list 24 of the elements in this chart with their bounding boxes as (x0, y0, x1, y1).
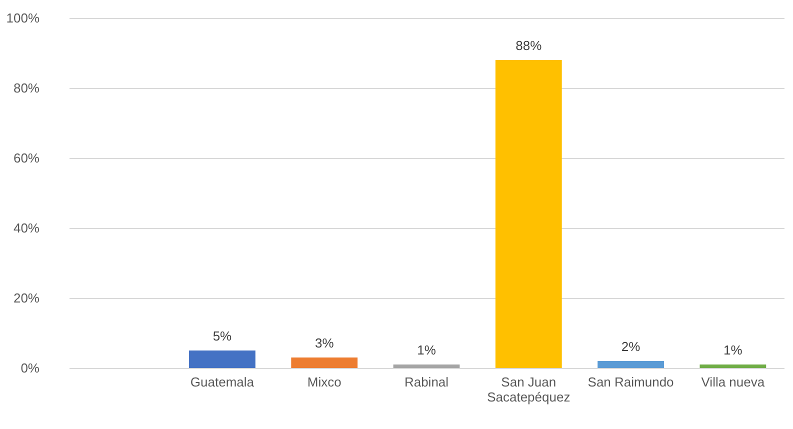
y-tick-label: 80% (13, 80, 40, 96)
y-tick-label: 60% (13, 150, 40, 166)
bar (700, 364, 766, 368)
data-label: 1% (724, 342, 743, 358)
y-tick-label: 100% (6, 10, 40, 26)
bar (393, 364, 460, 368)
bar (598, 361, 664, 368)
x-tick-label: Guatemala (190, 374, 255, 390)
x-tick-label: Mixco (307, 374, 342, 390)
data-label: 2% (621, 339, 641, 354)
x-tick-label: Villa nueva (701, 374, 766, 390)
bar (291, 358, 358, 368)
data-label: 88% (516, 38, 542, 53)
bar (495, 60, 562, 368)
data-label: 5% (212, 328, 232, 344)
x-tick-label: San Juan Sacatepéquez (487, 374, 570, 404)
data-label: 3% (314, 336, 334, 350)
data-label: 1% (417, 342, 436, 358)
x-tick-label: Rabinal (404, 374, 449, 390)
y-tick-label: 0% (20, 360, 40, 376)
x-tick-label: San Raimundo (588, 374, 674, 390)
y-tick-label: 20% (13, 290, 40, 306)
y-tick-label: 40% (13, 220, 40, 236)
bar (189, 350, 256, 368)
